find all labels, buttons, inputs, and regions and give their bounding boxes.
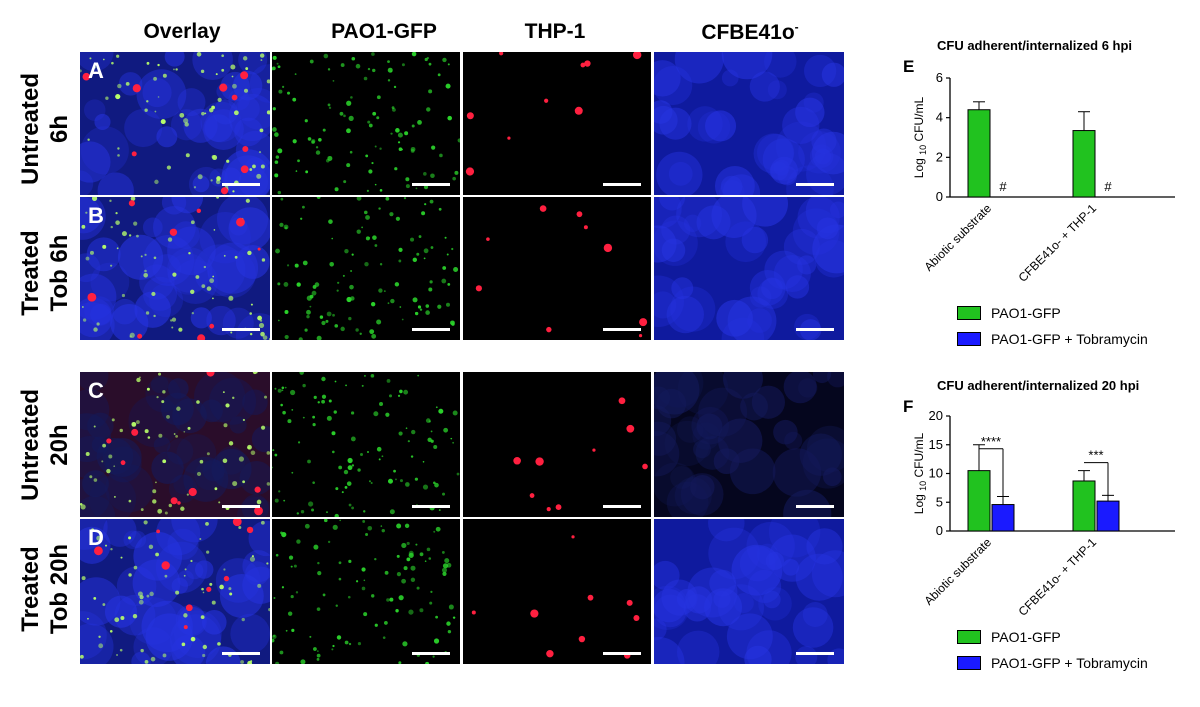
row-label-untreated-6h: Untreated 6h: [17, 72, 73, 186]
chart-e: CFU adherent/internalized 6 hpi E Log 10 C…: [895, 30, 1195, 360]
row-label-treated-tob-20h: Treated Tob 20h: [17, 543, 73, 635]
column-title-cfbe41o: CFBE41o-: [701, 20, 799, 44]
bar: [991, 504, 1015, 532]
row-label-treated-tob-6h: Treated Tob 6h: [17, 230, 73, 316]
micrograph-overlay-4: D: [80, 519, 270, 664]
micrograph-gfp-4: [272, 519, 460, 664]
scale-bar: [222, 505, 260, 508]
x-tick-label: CFBE41o- + THP-1: [1016, 201, 1100, 285]
scale-bar: [222, 328, 260, 331]
chart-panel-letter: F: [903, 397, 913, 416]
panel-letter-D: D: [88, 525, 104, 550]
scale-bar: [796, 183, 834, 186]
column-title-thp1: THP-1: [524, 20, 586, 43]
micrograph-thp-3: [463, 372, 651, 517]
legend-swatch-blue: [957, 656, 981, 670]
legend-swatch-blue: [957, 332, 981, 346]
y-tick-label: 5: [936, 494, 943, 509]
scale-bar: [603, 505, 641, 508]
legend-swatch-green: [957, 630, 981, 644]
annotation-hash: #: [999, 179, 1007, 194]
y-axis-label: Log 10 CFU/mL: [912, 96, 928, 178]
y-tick-label: 0: [936, 189, 943, 204]
micrograph-thp-2: [463, 197, 651, 340]
chart-f: CFU adherent/internalized 20 hpi F Log 10 …: [895, 370, 1195, 700]
scale-bar: [796, 652, 834, 655]
column-title-overlay: Overlay: [143, 20, 221, 43]
x-tick-label: Abiotic substrate: [921, 201, 994, 274]
annotation-hash: #: [1104, 179, 1112, 194]
micrograph-dapi-4: [654, 519, 844, 664]
scale-bar: [412, 652, 450, 655]
y-axis-label: Log 10 CFU/mL: [912, 432, 928, 514]
micrograph-overlay-1: A: [80, 52, 270, 195]
x-tick-label: CFBE41o- + THP-1: [1016, 535, 1100, 619]
micrograph-overlay-3: C: [80, 372, 270, 517]
column-title-pao1-gfp: PAO1-GFP: [331, 20, 437, 43]
legend-f-tobramycin: PAO1-GFP + Tobramycin: [957, 655, 1148, 671]
panel-letter-C: C: [88, 378, 104, 403]
micrograph-dapi-3: [654, 372, 844, 517]
scale-bar: [603, 183, 641, 186]
legend-e-pao1: PAO1-GFP: [957, 305, 1061, 321]
panel-letter-A: A: [88, 58, 104, 83]
y-tick-label: 15: [929, 437, 943, 452]
chart-e-svg: CFU adherent/internalized 6 hpi E Log 10 C…: [903, 38, 1175, 285]
scale-bar: [412, 183, 450, 186]
micrograph-gfp-3: [272, 372, 460, 517]
significance-label: ***: [1088, 448, 1103, 463]
bar: [1072, 480, 1096, 532]
y-tick-label: 2: [936, 149, 943, 164]
scale-bar: [603, 328, 641, 331]
scale-bar: [222, 183, 260, 186]
chart-f-svg: CFU adherent/internalized 20 hpi F Log 10 …: [903, 378, 1175, 619]
micrograph-thp-1: [463, 52, 651, 195]
chart-panel-letter: E: [903, 57, 914, 76]
scale-bar: [796, 328, 834, 331]
y-tick-label: 20: [929, 408, 943, 423]
legend-f-pao1: PAO1-GFP: [957, 629, 1061, 645]
scale-bar: [412, 328, 450, 331]
y-tick-label: 10: [929, 466, 943, 481]
bar: [967, 470, 991, 532]
micrograph-gfp-1: [272, 52, 460, 195]
scale-bar: [796, 505, 834, 508]
row-label-untreated-20h: Untreated 20h: [17, 388, 73, 502]
y-tick-label: 6: [936, 70, 943, 85]
y-tick-label: 4: [936, 110, 943, 125]
significance-label: ****: [981, 434, 1001, 449]
legend-e-tobramycin: PAO1-GFP + Tobramycin: [957, 331, 1148, 347]
scale-bar: [603, 652, 641, 655]
micrograph-dapi-2: [654, 197, 844, 340]
panel-letter-B: B: [88, 203, 104, 228]
x-tick-label: Abiotic substrate: [921, 535, 994, 608]
bar: [1072, 130, 1096, 198]
bar: [1096, 500, 1120, 532]
chart-title: CFU adherent/internalized 20 hpi: [937, 378, 1139, 393]
micrograph-gfp-2: [272, 197, 460, 340]
legend-swatch-green: [957, 306, 981, 320]
scale-bar: [412, 505, 450, 508]
y-tick-label: 0: [936, 523, 943, 538]
scale-bar: [222, 652, 260, 655]
chart-title: CFU adherent/internalized 6 hpi: [937, 38, 1132, 53]
micrograph-overlay-2: B: [80, 197, 270, 340]
micrograph-thp-4: [463, 519, 651, 664]
micrograph-dapi-1: [654, 52, 844, 195]
bar: [967, 109, 991, 198]
